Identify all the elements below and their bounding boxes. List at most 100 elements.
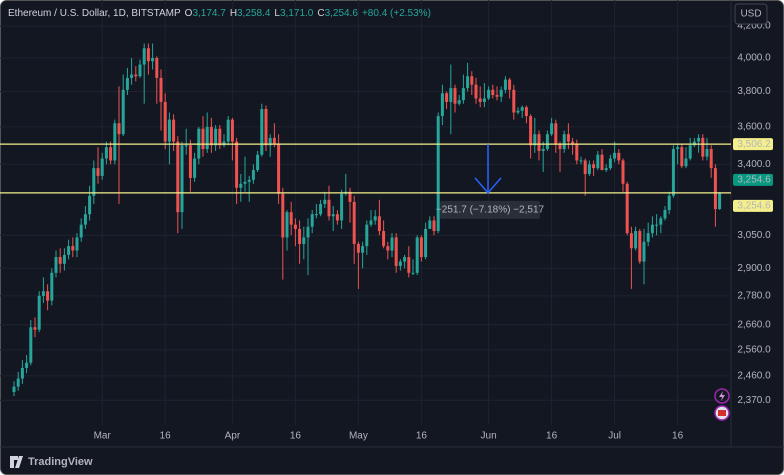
candle-body <box>478 98 482 102</box>
candle-body <box>377 216 381 232</box>
candle-body <box>587 164 591 174</box>
candle-body <box>365 224 369 247</box>
candle-body <box>33 327 37 330</box>
brand-logo[interactable] <box>10 456 23 468</box>
candle-body <box>25 362 29 368</box>
candle-body <box>146 48 150 62</box>
y-tick-label: 2,460.0 <box>737 371 771 382</box>
candle-body <box>230 119 234 142</box>
candle-body <box>583 160 587 174</box>
currency-button[interactable] <box>734 3 768 25</box>
candle-body <box>692 141 696 146</box>
hline-price-label: 3,506.2 <box>737 139 771 150</box>
x-tick-label: 16 <box>672 431 684 442</box>
ohlc-value: 3,171.0 <box>280 8 314 19</box>
candle-body <box>512 89 516 113</box>
candle-body <box>533 134 537 146</box>
header: Ethereum / U.S. Dollar, 1D, BITSTAMP O3,1… <box>8 8 431 19</box>
candle-body <box>205 126 209 150</box>
overlay: −251.7 (−7.18%) −2,517 3,506.2 3,254.6 3,25… <box>0 138 773 219</box>
candle-body <box>550 123 554 135</box>
candle-body <box>214 128 218 146</box>
last-price-label: 3,254.6 <box>737 174 771 185</box>
candle-body <box>113 123 117 161</box>
brand[interactable]: TradingView <box>28 456 93 468</box>
candle-body <box>293 224 297 229</box>
candle-body <box>352 201 356 244</box>
candle-body <box>461 88 465 101</box>
ohlc-label: H <box>230 8 237 19</box>
currency[interactable]: USD <box>740 9 761 20</box>
candle-body <box>155 57 159 78</box>
candle-body <box>331 214 335 217</box>
candle-body <box>16 378 20 387</box>
candle-body <box>12 386 16 393</box>
candle-body <box>79 224 83 238</box>
ohlc-value: 3,258.4 <box>237 8 271 19</box>
alert-icon[interactable] <box>714 388 730 404</box>
candle-body <box>596 154 600 169</box>
candle-body <box>264 108 268 146</box>
flag <box>718 410 726 416</box>
candle-body <box>176 141 180 213</box>
measure-text: −251.7 (−7.18%) −2,517 <box>436 204 545 215</box>
y-tick-label: 2,900.0 <box>737 263 771 274</box>
candle-body <box>705 149 709 157</box>
candle-body <box>613 152 617 159</box>
candle-body <box>382 231 386 247</box>
candle-body <box>96 168 100 176</box>
candle-body <box>629 233 633 249</box>
candle-body <box>193 158 197 178</box>
hline-price-label: 3,254.6 <box>737 200 771 211</box>
measure-box <box>440 200 540 219</box>
candle-body <box>335 214 339 221</box>
hline-price-box <box>733 199 773 212</box>
candle-body <box>487 89 491 99</box>
candle-body <box>403 257 407 262</box>
candle-body <box>419 237 423 258</box>
ohlc: O3,174.7 H3,258.4 L3,171.0 C3,254.6 <box>185 8 359 19</box>
candle-body <box>142 48 146 65</box>
candle-body <box>600 154 604 171</box>
candle-body <box>411 272 415 274</box>
candle-body <box>314 214 318 216</box>
y-tick-label: 2,660.0 <box>737 319 771 330</box>
y-tick-label: 2,560.0 <box>737 344 771 355</box>
x-tick-label: 16 <box>160 431 172 442</box>
candle-body <box>575 143 579 161</box>
candle-body <box>398 261 402 267</box>
candle-body <box>159 77 163 102</box>
candle-body <box>482 98 486 102</box>
x-tick-label: May <box>349 431 368 442</box>
candle-body <box>67 246 71 255</box>
candle-body <box>676 147 680 150</box>
candle-body <box>697 137 701 142</box>
candle-body <box>62 254 66 264</box>
ohlc-label: C <box>317 8 324 19</box>
candle-body <box>209 126 213 146</box>
candle-body <box>718 192 722 210</box>
candle-body <box>281 193 285 238</box>
candle-body <box>310 214 314 227</box>
candle-body <box>356 243 360 253</box>
candle-body <box>466 76 470 89</box>
candle-body <box>445 93 449 102</box>
candle-body <box>503 79 507 90</box>
candle-body <box>562 134 566 150</box>
y-tick-label: 2,370.0 <box>737 395 771 406</box>
candle-body <box>688 145 692 159</box>
candle-body <box>474 84 478 99</box>
candle-body <box>390 237 394 251</box>
candle-body <box>121 89 125 135</box>
y-tick-label: 4,200.0 <box>737 21 771 32</box>
candle-body <box>608 158 612 169</box>
ohlc-value: 3,254.6 <box>325 8 359 19</box>
ohlc-label: O <box>185 8 193 19</box>
candle-body <box>671 149 675 196</box>
x-tick-label: 16 <box>416 431 428 442</box>
candle-body <box>386 246 390 251</box>
candle-body <box>604 168 608 171</box>
candle-body <box>566 134 570 142</box>
candle-body <box>621 160 625 184</box>
candle-body <box>617 152 621 161</box>
